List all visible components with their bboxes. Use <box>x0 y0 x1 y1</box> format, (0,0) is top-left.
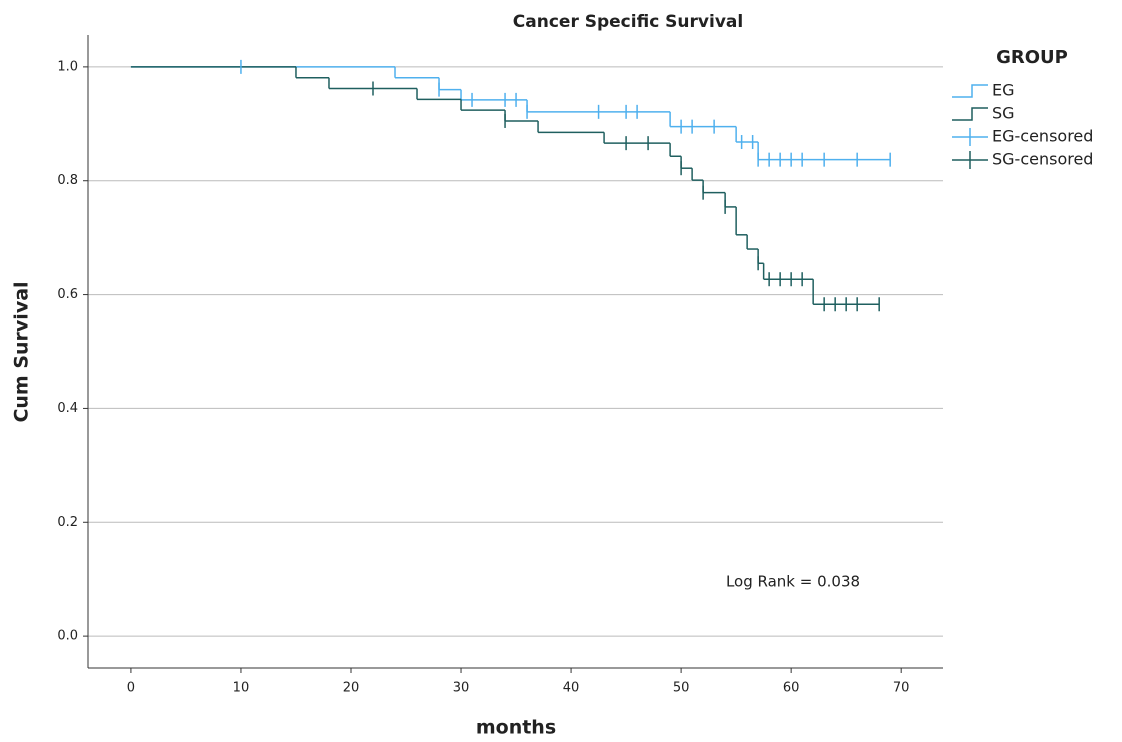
legend-label: SG-censored <box>992 150 1093 169</box>
x-tick-label: 50 <box>673 681 690 696</box>
x-tick-label: 20 <box>343 681 360 696</box>
x-tick-label: 30 <box>453 681 470 696</box>
legend-label: EG-censored <box>992 127 1093 146</box>
y-tick-label: 0.0 <box>57 629 78 644</box>
x-tick-label: 40 <box>563 681 580 696</box>
y-axis-label: Cum Survival <box>11 281 33 422</box>
annotation: Log Rank = 0.038 <box>726 573 860 591</box>
legend-title: GROUP <box>996 47 1068 68</box>
x-tick-label: 70 <box>893 681 910 696</box>
legend-label: EG <box>992 81 1015 100</box>
legend-icon <box>952 84 988 98</box>
legend-icon <box>952 107 988 121</box>
y-tick-label: 0.2 <box>57 515 78 530</box>
x-tick-label: 0 <box>127 681 135 696</box>
chart-title: Cancer Specific Survival <box>513 12 743 32</box>
x-axis-label: months <box>476 717 556 739</box>
y-tick-label: 1.0 <box>57 59 78 74</box>
y-tick-label: 0.8 <box>57 173 78 188</box>
x-tick-label: 10 <box>233 681 250 696</box>
y-tick-label: 0.4 <box>57 401 78 416</box>
legend-label: SG <box>992 104 1015 123</box>
y-tick-label: 0.6 <box>57 287 78 302</box>
x-tick-label: 60 <box>783 681 800 696</box>
